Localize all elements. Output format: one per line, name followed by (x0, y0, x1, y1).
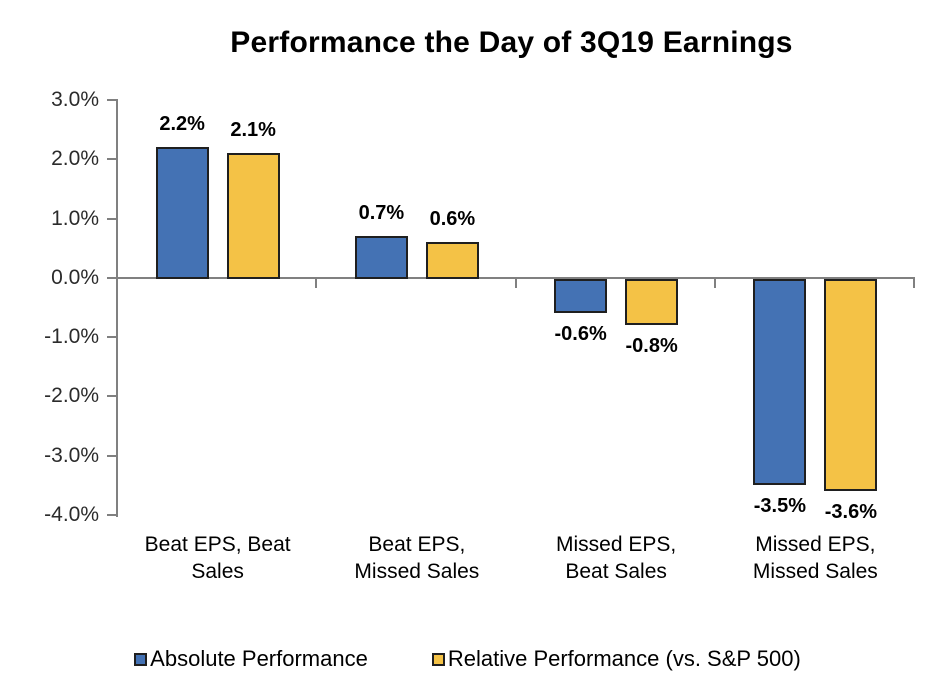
chart-legend: Absolute Performance Relative Performance… (0, 646, 935, 672)
bar-absolute (354, 236, 408, 279)
bar-absolute (753, 278, 807, 486)
bar-relative (226, 153, 280, 279)
category-boundary-tick (713, 278, 716, 288)
y-axis-tick (107, 514, 118, 516)
legend-item-absolute: Absolute Performance (134, 646, 368, 672)
y-axis-tick-label: 0.0% (51, 265, 99, 289)
bar-value-label: 2.1% (230, 119, 276, 142)
category-label: Missed EPS, Beat Sales (556, 533, 677, 584)
legend-label-relative: Relative Performance (vs. S&P 500) (447, 646, 801, 671)
bar-value-label: 2.2% (159, 113, 205, 136)
y-axis-tick (107, 336, 118, 339)
y-axis-line (116, 99, 118, 517)
bar-value-label: 0.6% (429, 208, 476, 231)
legend-item-relative: Relative Performance (vs. S&P 500) (431, 646, 801, 672)
legend-label-absolute: Absolute Performance (150, 646, 368, 671)
absolute-series-swatch-icon (134, 652, 148, 666)
category-label: Beat EPS, Beat Sales (144, 533, 291, 584)
y-axis-tick-label: -1.0% (44, 325, 99, 349)
y-axis-tick (107, 99, 118, 101)
y-axis-tick-label: -2.0% (44, 384, 99, 408)
y-axis-tick-label: -3.0% (44, 443, 99, 467)
y-axis-tick (107, 158, 118, 161)
y-axis-tick-label: 2.0% (51, 147, 99, 171)
bar-value-label: -0.6% (554, 323, 607, 346)
bar-relative (425, 242, 479, 279)
y-axis-tick (107, 276, 118, 279)
bar-absolute (155, 147, 209, 279)
relative-series-swatch-icon (431, 652, 445, 666)
y-axis-tick (107, 217, 118, 220)
x-axis-line (118, 276, 915, 279)
y-axis-tick (107, 395, 118, 398)
y-axis-tick-label: 3.0% (51, 88, 99, 111)
y-axis-tick-label: 1.0% (51, 206, 99, 230)
bar-value-label: -3.6% (824, 501, 877, 524)
bar-absolute (554, 278, 608, 314)
category-label: Beat EPS, Missed Sales (354, 533, 480, 584)
category-label: Missed EPS, Missed Sales (752, 533, 878, 584)
bar-value-label: -3.5% (753, 495, 806, 518)
category-boundary-tick (514, 278, 517, 288)
category-boundary-tick (315, 278, 318, 288)
bar-relative (824, 278, 878, 492)
y-axis-tick (107, 454, 118, 457)
chart-title: Performance the Day of 3Q19 Earnings (230, 26, 793, 59)
bar-value-label: 0.7% (358, 202, 405, 225)
plot-area: 3.0% 2.0% 1.0% 0.0% -1.0% -2.0% -3.0% -4.0% 2.2%… (44, 88, 915, 583)
category-boundary-tick (913, 278, 915, 288)
y-axis-tick-label: -4.0% (44, 503, 99, 526)
bar-value-label: -0.8% (625, 335, 678, 358)
bar-relative (625, 278, 679, 326)
